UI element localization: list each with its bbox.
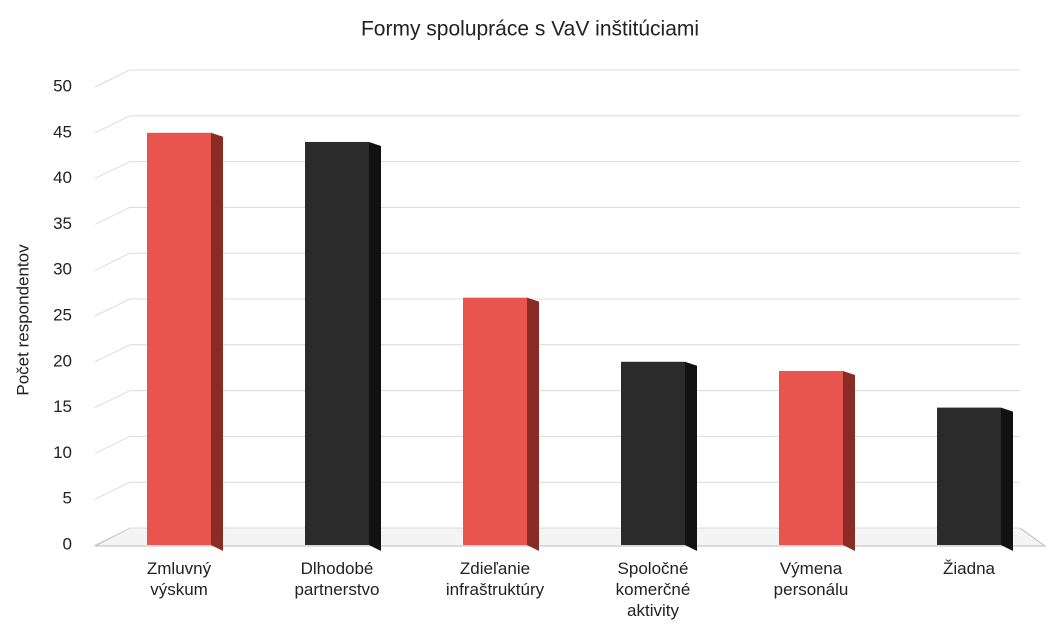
bar (937, 407, 1001, 545)
y-tick-label: 30 (53, 260, 72, 279)
bar (463, 297, 527, 545)
grid-line (94, 344, 1020, 363)
bar-side (211, 132, 223, 552)
grid-line (94, 69, 1020, 88)
y-tick-label: 40 (53, 168, 72, 187)
bar-side (527, 297, 539, 551)
x-tick-label: Zdieľanie infraštruktúry (446, 559, 545, 599)
y-tick-label: 35 (53, 214, 72, 233)
y-tick-label: 5 (63, 489, 72, 508)
x-tick-label: Dlhodobé partnerstvo (294, 559, 379, 599)
y-tick-label: 10 (53, 443, 72, 462)
y-tick-label: 45 (53, 122, 72, 141)
bar-side (843, 370, 855, 551)
grid-line (94, 298, 1020, 317)
grid-line (94, 481, 1020, 500)
grid-line (94, 115, 1020, 134)
x-tick-label: Spoločné komerčné aktivity (616, 559, 691, 620)
grid-line (94, 435, 1020, 454)
chart-title: Formy spolupráce s VaV inštitúciami (361, 18, 699, 41)
y-tick-label: 50 (53, 76, 72, 95)
y-tick-label: 25 (53, 305, 72, 324)
bar (621, 361, 685, 545)
grid-line (94, 161, 1020, 180)
x-tick-label: Žiadna (943, 559, 996, 578)
x-tick-label: Zmluvný výskum (147, 559, 212, 599)
grid-line (94, 252, 1020, 271)
bar (305, 141, 369, 545)
bar-side (1001, 407, 1013, 551)
bar-side (369, 141, 381, 551)
y-tick-label: 0 (63, 534, 72, 553)
x-tick-label: Výmena personálu (774, 559, 849, 599)
y-axis-label: Počet respondentov (13, 244, 32, 396)
floor (94, 527, 1047, 547)
grid-line (94, 206, 1020, 225)
bar (779, 370, 843, 545)
bar-side (685, 361, 697, 551)
y-tick-label: 15 (53, 397, 72, 416)
grid-line (94, 527, 1020, 546)
grid-line (94, 390, 1020, 409)
y-tick-label: 20 (53, 351, 72, 370)
bar (147, 132, 211, 546)
